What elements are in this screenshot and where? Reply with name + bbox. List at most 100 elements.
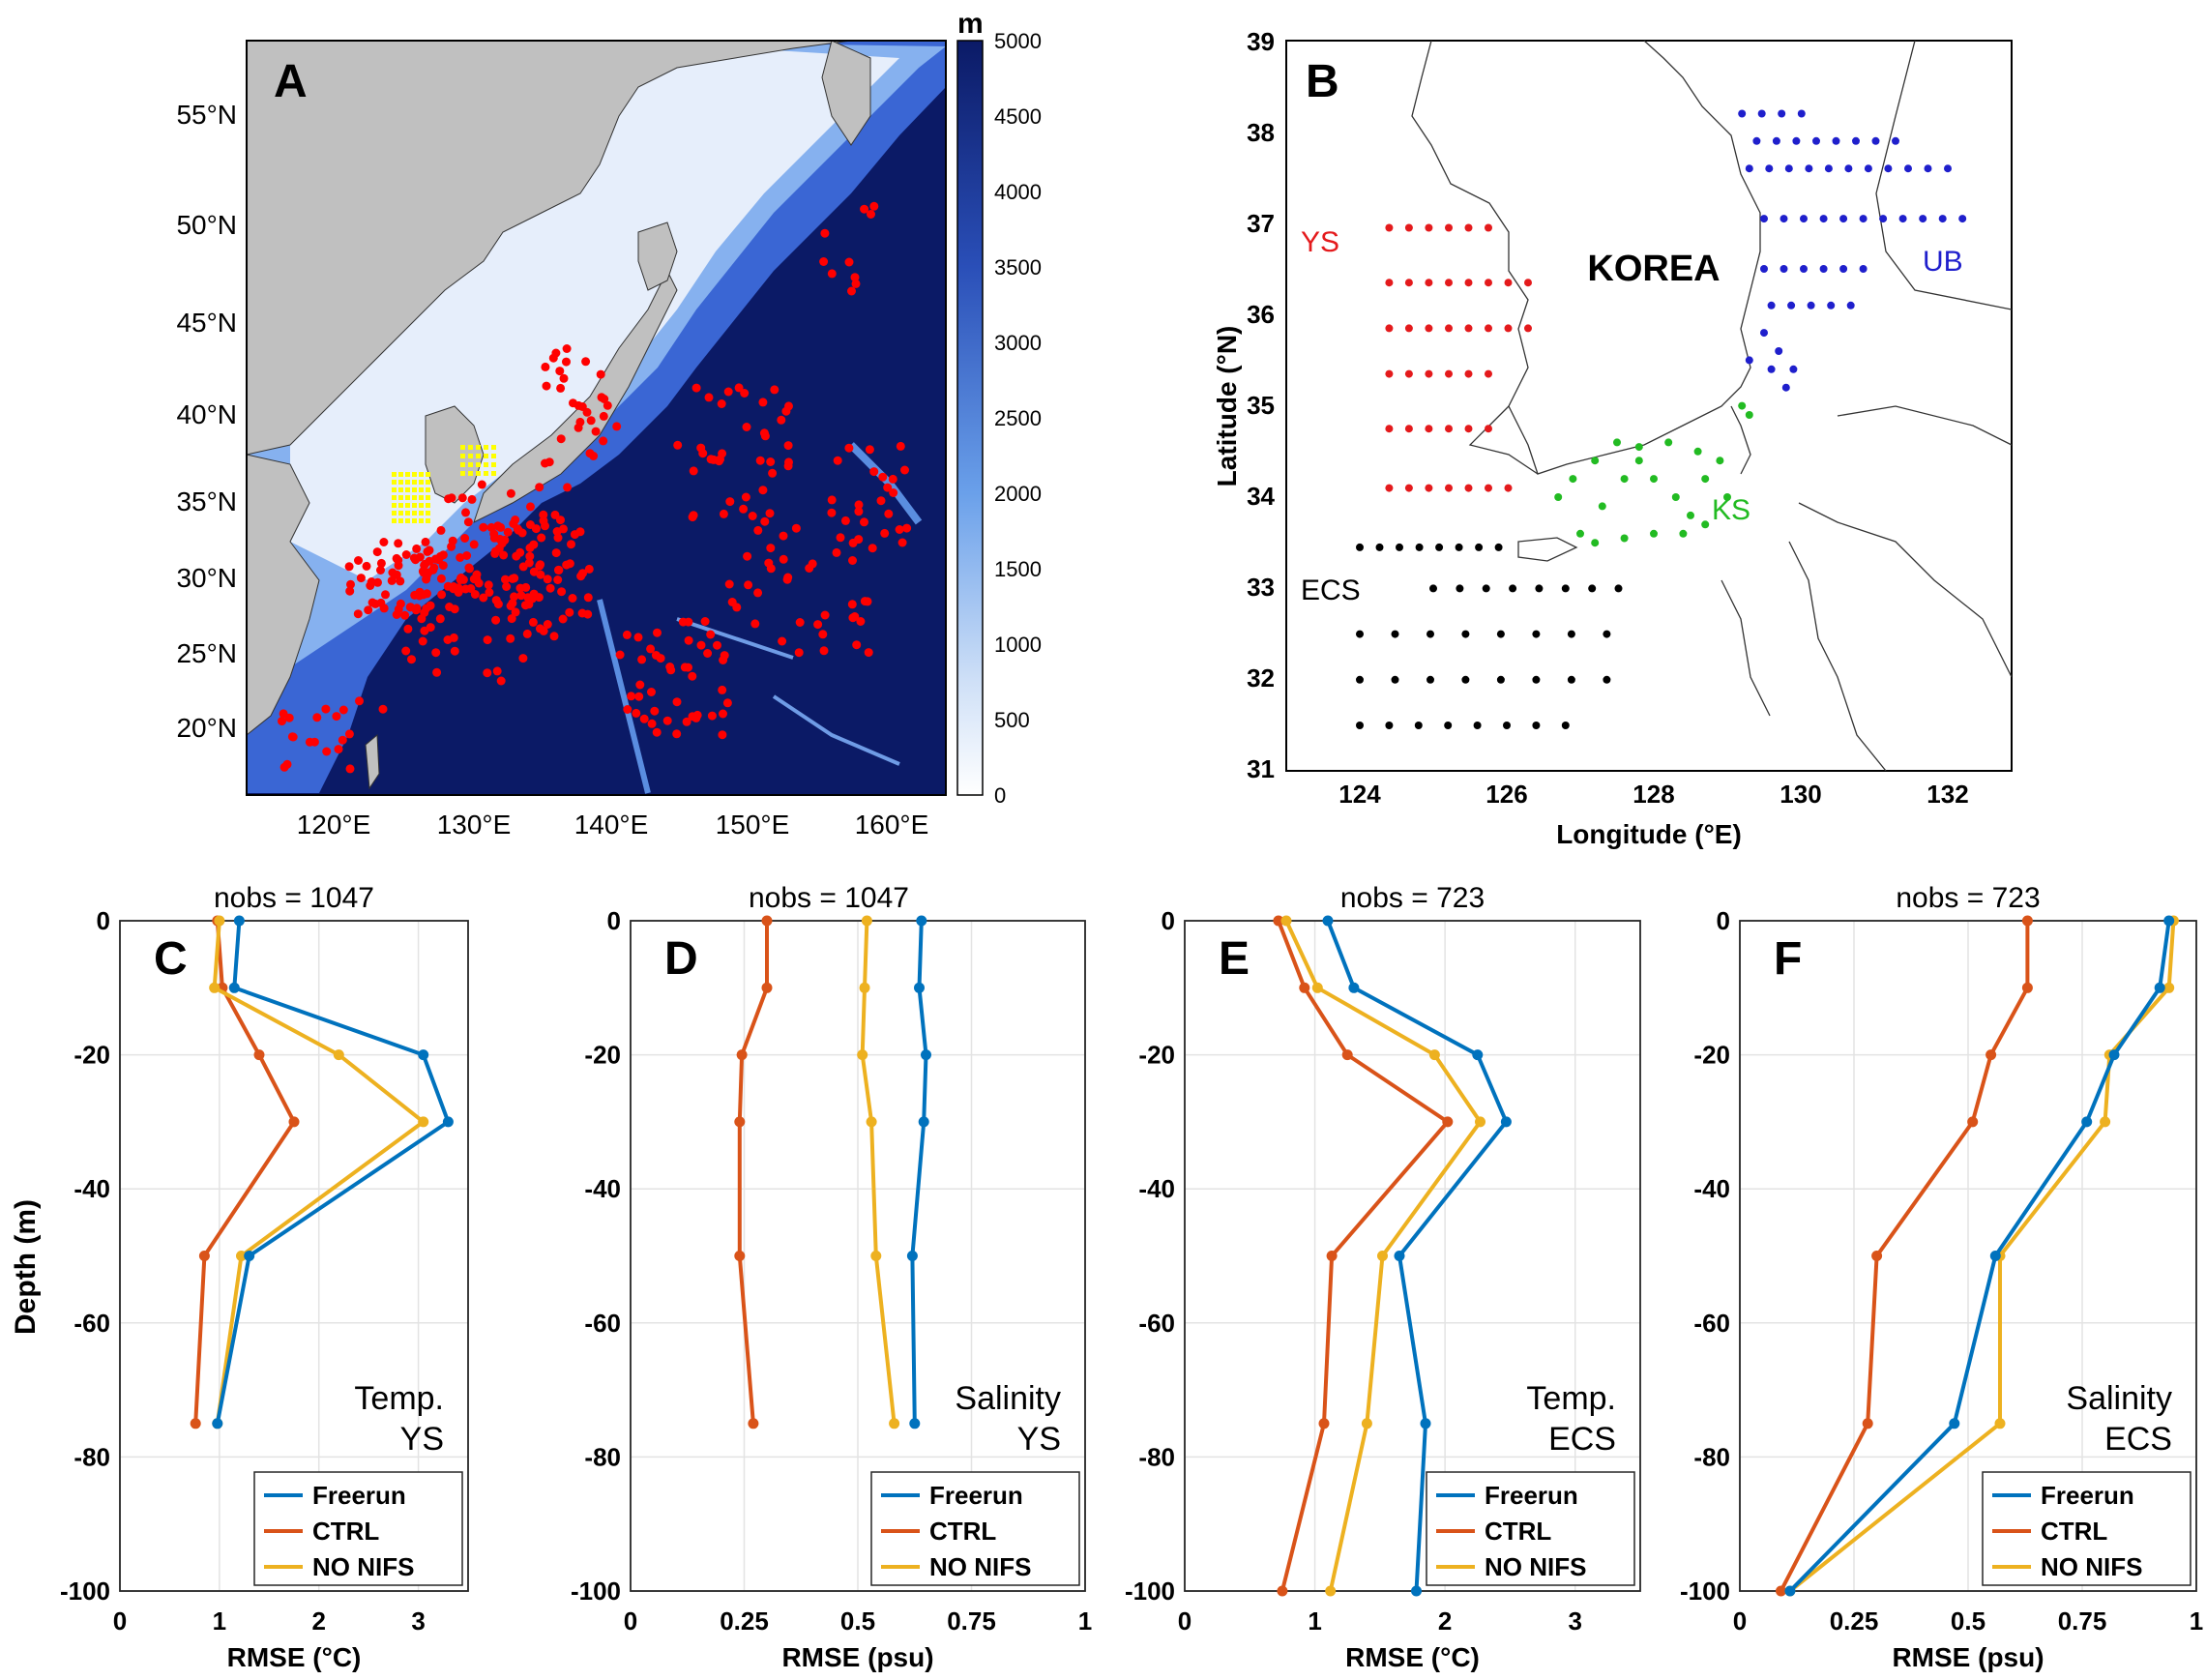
y-tick-label: -100	[60, 1577, 110, 1606]
nifs-obs-point	[468, 462, 473, 467]
station-point	[1620, 534, 1629, 543]
nifs-obs-point	[460, 445, 465, 450]
data-point	[190, 1418, 201, 1429]
profile-panels: 0 1 2 3 0 -20 -40 -60 -80 -100 nobs = 1047 C Temp. YS…	[60, 882, 2203, 1672]
legend-label: CTRL	[312, 1517, 379, 1546]
station-point	[1404, 324, 1413, 333]
argo-obs-point	[379, 604, 389, 613]
argo-obs-point	[653, 628, 662, 637]
argo-obs-point	[531, 524, 541, 534]
station-point	[1765, 164, 1774, 173]
argo-obs-point	[436, 574, 446, 583]
station-point	[1385, 722, 1394, 729]
station-point	[1871, 136, 1880, 145]
argo-obs-point	[717, 399, 726, 408]
argo-obs-point	[557, 587, 567, 597]
data-point	[2021, 915, 2033, 927]
argo-obs-point	[615, 650, 625, 660]
data-point	[228, 982, 240, 993]
data-point	[1361, 1418, 1372, 1429]
argo-obs-point	[411, 605, 421, 615]
colorbar-tick: 500	[994, 708, 1030, 732]
nifs-obs-point	[426, 518, 430, 523]
argo-obs-point	[740, 389, 750, 398]
argo-obs-point	[543, 620, 552, 629]
y-tick: 35	[1247, 391, 1275, 420]
y-tick: 36	[1247, 300, 1275, 329]
nifs-obs-point	[419, 487, 424, 492]
argo-obs-point	[783, 441, 793, 451]
station-point	[1767, 301, 1776, 309]
nifs-obs-point	[426, 480, 430, 485]
argo-obs-point	[541, 362, 550, 371]
x-tick-label: 3	[411, 1606, 425, 1636]
argo-obs-point	[725, 497, 735, 507]
argo-obs-point	[863, 597, 872, 606]
argo-obs-point	[652, 727, 662, 737]
argo-obs-point	[847, 286, 856, 296]
argo-obs-point	[718, 685, 727, 694]
argo-obs-point	[443, 635, 453, 644]
argo-obs-point	[525, 551, 535, 561]
station-point	[1445, 369, 1453, 378]
argo-obs-point	[559, 373, 569, 383]
series-line-ctrl	[737, 921, 769, 1424]
nifs-obs-point	[484, 445, 488, 450]
argo-obs-point	[490, 546, 500, 556]
station-point	[1356, 630, 1364, 638]
argo-obs-point	[635, 680, 645, 690]
argo-obs-point	[518, 562, 528, 572]
station-point	[1385, 223, 1394, 232]
legend-label: NO NIFS	[929, 1552, 1031, 1581]
argo-obs-point	[854, 500, 864, 510]
argo-obs-point	[516, 591, 526, 601]
argo-obs-point	[511, 607, 520, 617]
data-point	[889, 1418, 900, 1429]
argo-obs-point	[848, 538, 858, 547]
argo-obs-point	[589, 452, 599, 460]
station-point	[1429, 584, 1437, 593]
station-point	[1787, 301, 1796, 309]
argo-obs-point	[765, 509, 775, 518]
station-point	[1588, 584, 1597, 593]
argo-obs-point	[493, 600, 503, 609]
panel-a-lat-ticks: 55°N 50°N 45°N 40°N 35°N 30°N 25°N 20°N	[176, 100, 237, 743]
argo-obs-point	[860, 204, 869, 214]
argo-obs-point	[820, 228, 830, 238]
argo-obs-point	[865, 445, 874, 455]
argo-obs-point	[456, 574, 465, 583]
argo-obs-point	[696, 640, 706, 650]
argo-obs-point	[381, 590, 390, 600]
station-point	[1425, 223, 1433, 232]
x-tick-label: 0.25	[1830, 1606, 1879, 1636]
argo-obs-point	[338, 735, 347, 745]
argo-obs-point	[501, 575, 510, 584]
argo-obs-point	[706, 630, 716, 639]
station-point	[1904, 164, 1912, 173]
argo-obs-point	[692, 710, 702, 720]
y-tick-label: -40	[584, 1174, 621, 1203]
y-tick: 32	[1247, 663, 1275, 693]
series-line-freerun	[910, 920, 928, 1424]
station-point	[1723, 493, 1731, 501]
argo-obs-point	[450, 646, 459, 656]
nifs-obs-point	[412, 495, 417, 500]
argo-obs-point	[536, 560, 545, 570]
argo-obs-point	[522, 629, 532, 638]
argo-obs-point	[665, 663, 675, 671]
data-point	[233, 915, 245, 927]
argo-obs-point	[435, 614, 445, 624]
x-tick-label: 3	[1568, 1606, 1581, 1636]
argo-obs-point	[356, 574, 366, 583]
argo-obs-point	[378, 704, 388, 714]
data-point	[1500, 1116, 1512, 1128]
y-tick-label: -100	[1680, 1577, 1730, 1606]
argo-obs-point	[779, 531, 788, 541]
argo-obs-point	[507, 614, 516, 624]
argo-obs-point	[760, 516, 770, 526]
nifs-obs-point	[468, 471, 473, 476]
nifs-obs-point	[398, 503, 403, 508]
x-axis-label: RMSE (psu)	[1892, 1642, 2044, 1672]
colorbar-tick: 5000	[994, 29, 1042, 53]
station-point	[1532, 630, 1541, 638]
